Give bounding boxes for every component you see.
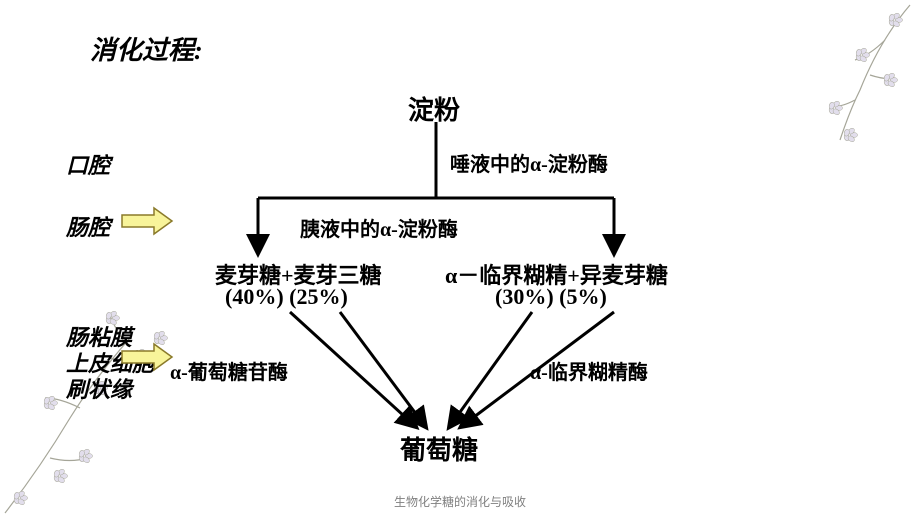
flora-top-right [800, 0, 920, 150]
stage-label-1: 肠腔 [66, 210, 110, 242]
edge-label-0: 唾液中的α-淀粉酶 [450, 148, 608, 177]
flow-line-6 [450, 312, 532, 426]
flow-line-5 [340, 312, 425, 426]
stage-label-4: 刷状缘 [66, 372, 132, 404]
node-pct1: (40%) (25%) [225, 284, 348, 310]
edge-label-2: α-葡萄糖苷酶 [170, 356, 288, 385]
stage-label-0: 口腔 [66, 148, 110, 180]
flow-line-4 [290, 312, 415, 426]
slide-canvas: 消化过程: 口腔肠腔肠粘膜上皮细胞刷状缘 淀粉麦芽糖+麦芽三糖(40%) (25… [0, 0, 920, 518]
stage-arrow-0 [120, 206, 174, 236]
stage-arrow-1 [120, 342, 174, 372]
edge-label-1: 胰液中的α-淀粉酶 [300, 213, 458, 242]
slide-title: 消化过程: [90, 30, 203, 67]
node-pct2: (30%) (5%) [495, 284, 607, 310]
node-starch: 淀粉 [408, 90, 460, 127]
footer-caption: 生物化学糖的消化与吸收 [0, 493, 920, 510]
edge-label-3: α-临界糊精酶 [530, 356, 648, 385]
node-glucose: 葡萄糖 [400, 430, 478, 467]
